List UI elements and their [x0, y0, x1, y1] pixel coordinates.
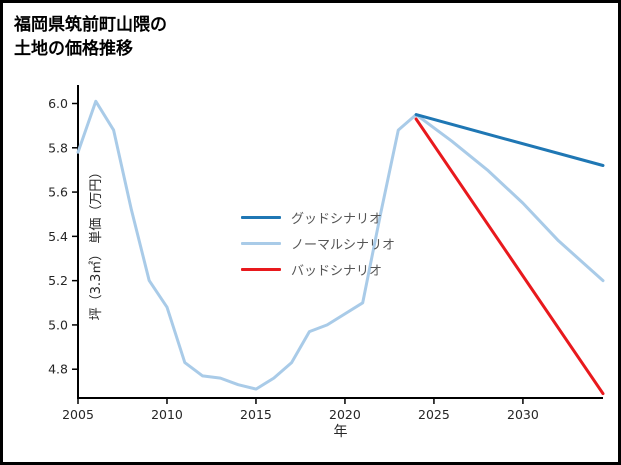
series-line-0	[414, 113, 605, 167]
legend: グッドシナリオ ノーマルシナリオ バッドシナリオ	[241, 204, 395, 282]
x-tick-label: 2020	[329, 407, 361, 422]
chart-title: 福岡県筑前町山隈の 土地の価格推移	[14, 13, 167, 61]
legend-item-normal-scenario[interactable]: ノーマルシナリオ	[241, 230, 395, 256]
legend-label-good-scenario: グッドシナリオ	[291, 211, 383, 227]
x-axis-label: 年	[333, 424, 348, 440]
bad-scenario-line-swatch	[241, 267, 281, 271]
x-tick-label: 2025	[418, 407, 450, 422]
x-tick-label: 2010	[151, 407, 183, 422]
y-tick-label: 5.6	[48, 185, 68, 200]
legend-label-bad-scenario: バッドシナリオ	[291, 263, 383, 279]
chart-svg: 2005 2010 2015 2020 2025 2030 4.8 5.0 5.2 5.4 5.6 5…	[48, 85, 605, 422]
legend-item-good-scenario[interactable]: グッドシナリオ	[241, 204, 395, 230]
x-tick-label: 2030	[507, 407, 539, 422]
series-line-2	[414, 117, 605, 396]
good-scenario-line-swatch	[241, 215, 281, 219]
x-tick-label: 2015	[240, 407, 272, 422]
chart-title-line1: 福岡県筑前町山隈の	[14, 15, 167, 35]
y-tick-label: 5.0	[48, 317, 68, 332]
series-line-1	[76, 99, 605, 391]
y-tick-label: 6.0	[48, 96, 68, 111]
x-tick-label: 2005	[62, 407, 94, 422]
legend-label-normal-scenario: ノーマルシナリオ	[291, 237, 396, 253]
y-axis-label: 坪（3.3㎡） 単価（万円）	[88, 165, 104, 321]
legend-item-bad-scenario[interactable]: バッドシナリオ	[241, 256, 395, 282]
y-tick-label: 5.8	[48, 140, 68, 155]
chart-title-line2: 土地の価格推移	[14, 39, 133, 59]
normal-scenario-line-swatch	[241, 241, 281, 245]
y-tick-label: 5.2	[48, 273, 68, 288]
y-tick-label: 5.4	[48, 229, 68, 244]
y-tick-label: 4.8	[48, 362, 68, 377]
